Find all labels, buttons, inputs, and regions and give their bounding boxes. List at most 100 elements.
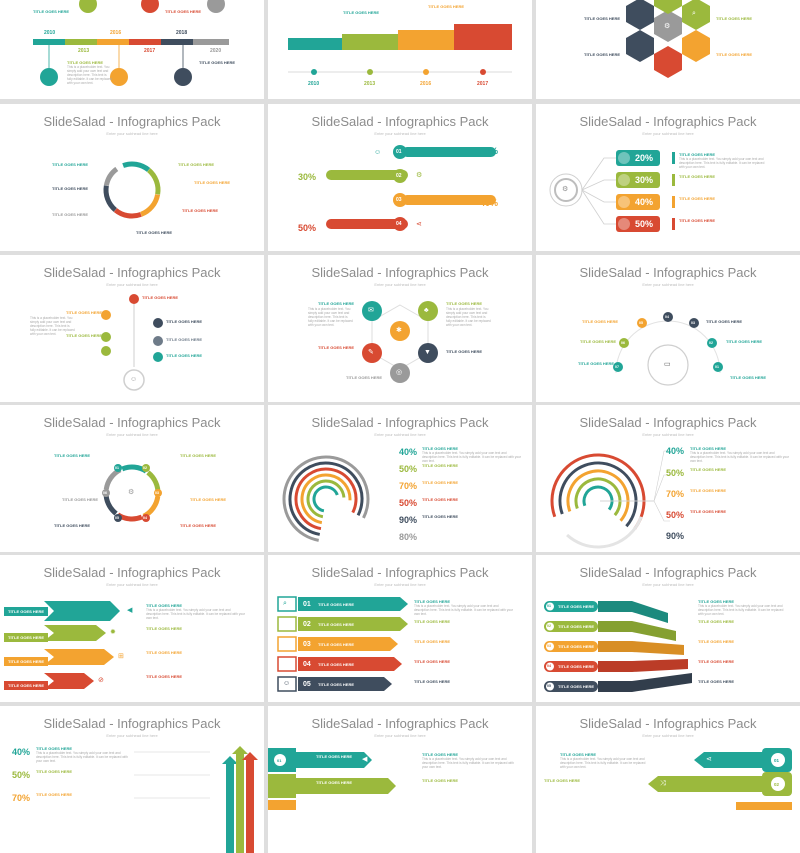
step-number: 03 [547,644,551,648]
circle-cluster-graphic [362,301,438,383]
percent-label: 20% [480,146,499,156]
year-label: 2017 [477,81,489,87]
percent-label: 30% [298,172,317,182]
arc-monitor-graphic [613,312,723,386]
slide-title: SlideSalad - Infographics Pack [579,415,757,430]
step-number: 04 [303,661,311,668]
step-number: 03 [303,641,311,648]
item-title: TITLE GOES HERE [698,639,735,644]
slide-banners[interactable]: SlideSalad - Infographics Pack Enter you… [268,555,532,702]
step-number: 06 [621,341,625,345]
item-text: This is a placeholder text. You simply a… [30,316,75,336]
search-icon: ⊘ [98,677,104,684]
rings-arrows-graphic [550,450,670,549]
item-title: TITLE GOES HERE [52,162,89,167]
banner-label: TITLE GOES HERE [316,754,353,759]
step-number: 05 [639,321,643,325]
item-title: TITLE GOES HERE [698,659,735,664]
percent-label: 40% [666,446,685,456]
slide-timeline-bars[interactable]: 2010 2013 2016 2017 TITLE GOES HERE TITL… [268,0,532,99]
slide-vertical-nodes[interactable]: SlideSalad - Infographics Pack Enter you… [0,255,264,402]
banners-graphic [277,596,408,692]
item-title: TITLE GOES HERE [66,310,103,315]
item-title: TITLE GOES HERE [146,603,183,608]
step-number: 02 [547,624,551,628]
slide-octagon[interactable]: SlideSalad - Infographics Pack Enter you… [0,405,264,552]
slide-title: SlideSalad - Infographics Pack [311,565,489,580]
slide-rings-percent[interactable]: SlideSalad - Infographics Pack Enter you… [268,405,532,552]
step-number: 02 [709,341,713,345]
slide-percent-bars[interactable]: SlideSalad - Infographics Pack Enter you… [536,104,800,251]
numbered-list-graphic [326,145,496,231]
slide-hexagons[interactable]: ⚙ ⌕ TITLE GOES HERE TITLE GOES HERE TITL… [536,0,800,99]
slide-title: SlideSalad - Infographics Pack [311,265,489,280]
step-number: 02 [143,466,147,470]
slide-vertical-arrows[interactable]: SlideSalad - Infographics Pack Enter you… [0,706,264,853]
item-title: TITLE GOES HERE [679,196,716,201]
slide-circle-segments[interactable]: SlideSalad - Infographics Pack Enter you… [0,104,264,251]
slide-subtitle: Enter your subhead line here [642,733,694,738]
percent-label: 40% [399,447,418,457]
item-text: This is a placeholder text. You simply a… [146,608,245,620]
slide-timeline-icons[interactable]: 2010 2013 2016 2017 2018 2020 TITLE GOES… [0,0,264,99]
item-title: TITLE GOES HERE [180,523,217,528]
gear-icon: ⚙ [562,186,569,193]
percent-label: 40% [635,197,654,207]
slide-numbered-list-percent[interactable]: SlideSalad - Infographics Pack Enter you… [268,104,532,251]
item-title: TITLE GOES HERE [146,650,183,655]
ribbon-arrows-graphic [648,748,792,810]
step-number: 02 [303,621,311,628]
step-number: 01 [115,466,119,470]
item-title: TITLE GOES HERE [716,16,753,21]
item-title: TITLE GOES HERE [706,319,743,324]
item-title: TITLE GOES HERE [679,218,716,223]
monitor-icon: ▭ [664,361,671,368]
slide-subtitle: Enter your subhead line here [106,733,158,738]
slide-arrows[interactable]: SlideSalad - Infographics Pack Enter you… [0,555,264,702]
item-title: TITLE GOES HERE [730,375,767,380]
item-title: TITLE GOES HERE [414,639,451,644]
step-number: 04 [547,664,551,668]
circle-segment-graphic [103,161,161,219]
slide-title: SlideSalad - Infographics Pack [311,114,489,129]
item-title: TITLE GOES HERE [679,174,716,179]
number-tabs-graphic [268,748,396,810]
item-title: TITLE GOES HERE [428,4,465,9]
item-title: TITLE GOES HERE [446,349,483,354]
hexagon-graphic [626,0,710,78]
slide-title: SlideSalad - Infographics Pack [311,716,489,731]
item-title: TITLE GOES HERE [422,514,459,519]
step-number: 01 [715,365,719,369]
item-title: TITLE GOES HERE [318,345,355,350]
step-number: 01 [774,758,780,763]
slide-number-tabs[interactable]: SlideSalad - Infographics Pack Enter you… [268,706,532,853]
slide-subtitle: Enter your subhead line here [642,131,694,136]
step-number: 04 [396,221,402,227]
slide-subtitle: Enter your subhead line here [374,131,426,136]
slide-rings-arrows[interactable]: SlideSalad - Infographics Pack Enter you… [536,405,800,552]
gear-icon: ✹ [110,629,116,636]
item-title: TITLE GOES HERE [346,375,383,380]
item-title: TITLE GOES HERE [182,208,219,213]
trophy-icon: ◎ [396,369,403,376]
item-title: TITLE GOES HERE [578,361,615,366]
megaphone-icon: ✉ [368,307,374,314]
banner-label: TITLE GOES HERE [318,662,355,667]
slide-arc-monitor[interactable]: SlideSalad - Infographics Pack Enter you… [536,255,800,402]
slide-folded-ribbons[interactable]: SlideSalad - Infographics Pack Enter you… [536,555,800,702]
slide-subtitle: Enter your subhead line here [374,733,426,738]
megaphone-icon: ◀ [127,607,133,614]
slide-ribbon-arrows[interactable]: SlideSalad - Infographics Pack Enter you… [536,706,800,853]
year-label: 2018 [176,30,188,36]
step-number: 02 [396,173,402,179]
item-title: TITLE GOES HERE [414,599,451,604]
year-label: 2010 [308,81,320,87]
vertical-arrows-graphic [134,746,258,853]
slide-circle-cluster[interactable]: SlideSalad - Infographics Pack Enter you… [268,255,532,402]
item-title: TITLE GOES HERE [690,488,727,493]
slide-title: SlideSalad - Infographics Pack [579,565,757,580]
item-title: TITLE GOES HERE [199,60,236,65]
item-title: TITLE GOES HERE [66,333,103,338]
percent-label: 90% [399,515,418,525]
